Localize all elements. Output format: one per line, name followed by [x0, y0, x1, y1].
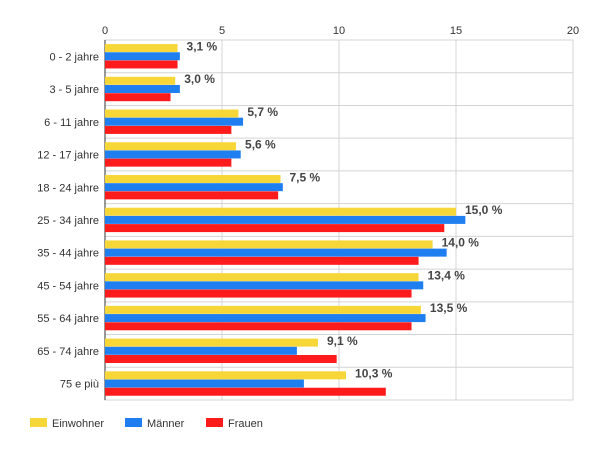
bar-m-nner-7 [105, 281, 424, 290]
y-category-label: 12 - 17 jahre [37, 150, 99, 162]
bar-einwohner-10 [105, 371, 347, 380]
bar-m-nner-4 [105, 183, 283, 192]
y-category-label: 18 - 24 jahre [37, 182, 99, 194]
legend-swatch-m-nner [125, 418, 142, 427]
data-label: 15,0 % [465, 203, 503, 217]
x-tick-label: 20 [567, 25, 579, 37]
tick-layer: 0 5 10 15 20 0 - 2 jahre 3 - 5 jahre 6 - 11 jah… [37, 25, 579, 391]
bar-m-nner-8 [105, 314, 426, 323]
legend-label-einwohner: Einwohner [52, 418, 104, 430]
bar-einwohner-9 [105, 338, 318, 347]
y-category-label: 35 - 44 jahre [37, 248, 99, 260]
bar-m-nner-9 [105, 346, 297, 355]
bar-frauen-6 [105, 256, 419, 265]
bar-frauen-7 [105, 289, 412, 298]
bar-einwohner-5 [105, 207, 456, 216]
data-label: 14,0 % [442, 236, 480, 250]
bar-einwohner-3 [105, 142, 237, 151]
y-category-label: 65 - 74 jahre [37, 346, 99, 358]
legend: Einwohner Männer Frauen [30, 418, 263, 430]
legend-swatch-frauen [206, 418, 223, 427]
legend-label-m-nner: Männer [147, 418, 185, 430]
data-label: 3,0 % [184, 72, 215, 86]
bar-frauen-1 [105, 93, 171, 102]
label-layer: 3,1 % 3,0 % 5,7 % 5,6 % 7,5 % 15,0 % 14,0 % 13,… [184, 39, 502, 380]
y-category-label: 6 - 11 jahre [44, 117, 99, 129]
bar-frauen-9 [105, 355, 337, 364]
bar-m-nner-1 [105, 84, 180, 93]
bar-frauen-0 [105, 60, 178, 69]
data-label: 7,5 % [290, 170, 321, 184]
legend-swatch-einwohner [30, 418, 47, 427]
data-label: 5,7 % [247, 105, 278, 119]
bar-einwohner-2 [105, 109, 239, 118]
bar-m-nner-5 [105, 215, 466, 224]
bar-einwohner-7 [105, 273, 419, 282]
bar-einwohner-1 [105, 76, 176, 85]
x-tick-label: 15 [450, 25, 462, 37]
bar-einwohner-6 [105, 240, 433, 249]
y-category-label: 55 - 64 jahre [37, 313, 99, 325]
bar-einwohner-8 [105, 305, 421, 314]
bar-frauen-8 [105, 322, 412, 331]
bar-m-nner-3 [105, 150, 241, 159]
bar-frauen-4 [105, 191, 279, 200]
y-category-label: 45 - 54 jahre [37, 280, 99, 292]
y-category-label: 0 - 2 jahre [49, 51, 99, 63]
bar-einwohner-4 [105, 174, 281, 183]
bar-frauen-10 [105, 387, 386, 396]
bar-m-nner-0 [105, 52, 180, 61]
data-label: 5,6 % [245, 138, 276, 152]
x-tick-label: 10 [333, 25, 345, 37]
bars-layer [105, 44, 466, 396]
y-category-label: 3 - 5 jahre [49, 84, 99, 96]
y-category-label: 75 e più [60, 379, 99, 391]
data-label: 13,4 % [428, 268, 466, 282]
x-tick-label: 5 [219, 25, 225, 37]
data-label: 3,1 % [187, 39, 218, 53]
y-category-label: 25 - 34 jahre [37, 215, 99, 227]
data-label: 9,1 % [327, 334, 358, 348]
bar-frauen-2 [105, 125, 232, 134]
data-label: 13,5 % [430, 301, 468, 315]
bar-m-nner-10 [105, 379, 304, 388]
x-tick-label: 0 [102, 25, 108, 37]
bar-einwohner-0 [105, 44, 178, 53]
bar-frauen-5 [105, 224, 445, 233]
legend-label-frauen: Frauen [228, 418, 263, 430]
data-label: 10,3 % [355, 367, 393, 381]
bar-frauen-3 [105, 158, 232, 167]
bar-m-nner-6 [105, 248, 447, 257]
bar-m-nner-2 [105, 117, 244, 126]
